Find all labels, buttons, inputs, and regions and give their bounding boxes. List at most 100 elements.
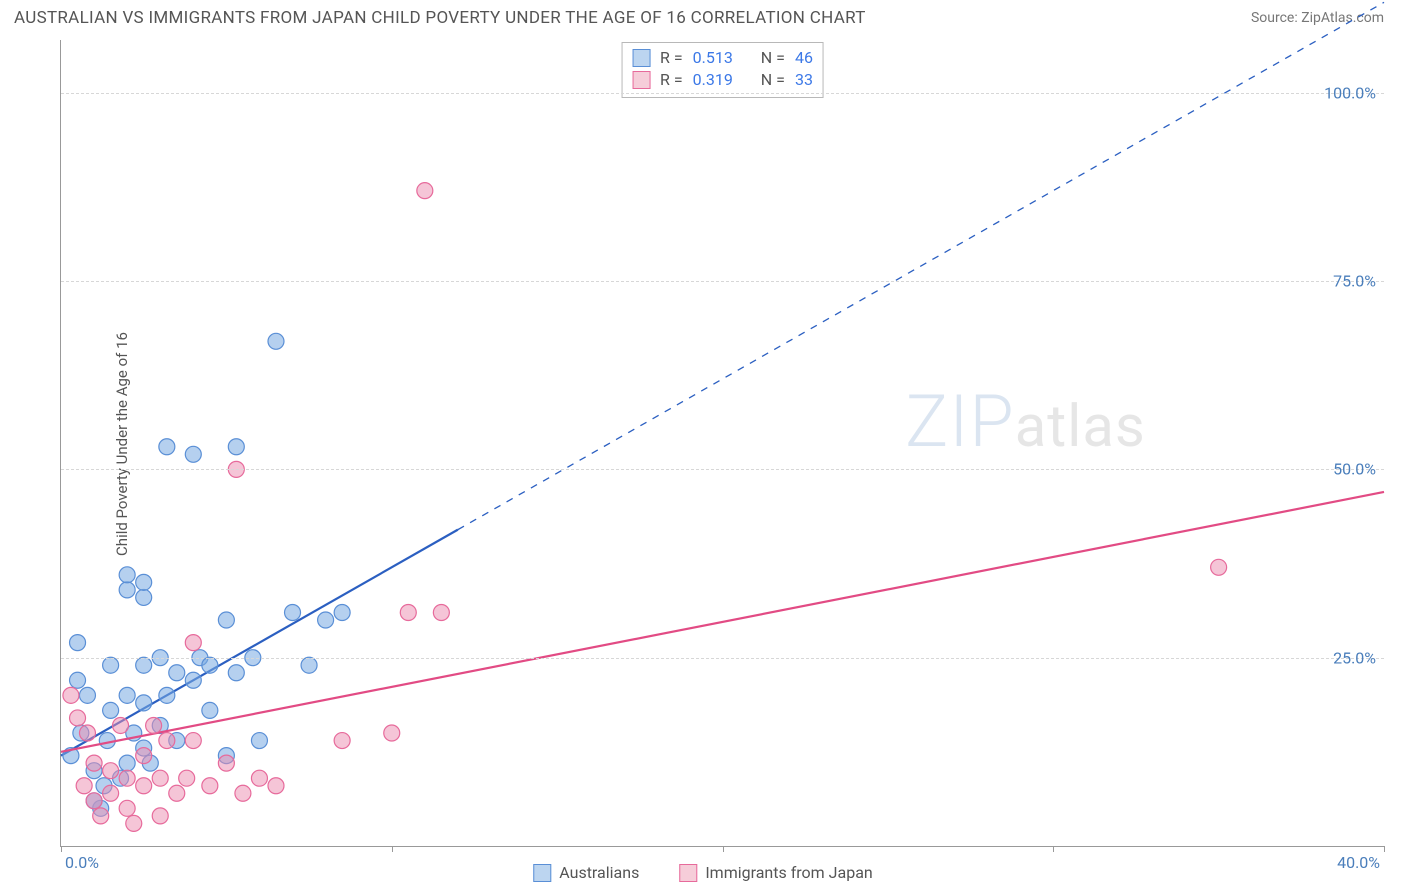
data-point [79,687,95,703]
data-point [185,635,201,651]
data-point [103,657,119,673]
data-point [70,710,86,726]
legend-b-label: Immigrants from Japan [705,863,872,882]
chart-title: AUSTRALIAN VS IMMIGRANTS FROM JAPAN CHIL… [14,8,866,28]
data-point [185,733,201,749]
data-point [159,439,175,455]
y-tick-label: 100.0% [1324,83,1376,102]
x-tick [1384,846,1385,852]
regression-line-extrapolated [458,2,1384,529]
n-label: N = [761,47,785,69]
x-axis-max-label: 40.0% [1337,853,1380,872]
gridline [61,658,1384,659]
data-point [79,725,95,741]
r-label: R = [660,69,683,91]
data-point [1211,559,1227,575]
data-point [136,695,152,711]
y-tick-label: 25.0% [1333,648,1376,667]
data-point [136,589,152,605]
data-point [285,604,301,620]
data-point [301,657,317,673]
series-b-n: 33 [795,69,813,91]
data-point [113,717,129,733]
data-point [119,770,135,786]
data-point [202,778,218,794]
legend-a-swatch [533,864,551,882]
data-point [86,755,102,771]
data-point [136,778,152,794]
series-a-n: 46 [795,47,813,69]
correlation-legend: R = 0.513 N = 46 R = 0.319 N = 33 [621,42,824,98]
data-point [86,793,102,809]
data-point [152,808,168,824]
data-point [136,748,152,764]
data-point [228,665,244,681]
data-point [417,183,433,199]
scatter-plot-svg [61,40,1384,846]
data-point [103,785,119,801]
data-point [334,733,350,749]
data-point [103,702,119,718]
data-point [334,604,350,620]
source-label: Source: ZipAtlas.com [1251,10,1384,26]
data-point [218,612,234,628]
data-point [235,785,251,801]
data-point [384,725,400,741]
data-point [433,604,449,620]
data-point [159,687,175,703]
y-tick-label: 50.0% [1333,460,1376,479]
legend-a-swatch [632,49,650,67]
data-point [93,808,109,824]
gridline [61,469,1384,470]
data-point [136,574,152,590]
gridline [61,93,1384,94]
data-point [119,567,135,583]
x-tick [392,846,393,852]
series-b-r: 0.319 [693,69,733,91]
data-point [400,604,416,620]
data-point [119,687,135,703]
data-point [179,770,195,786]
series-a-r: 0.513 [693,47,733,69]
data-point [76,778,92,794]
x-tick [61,846,62,852]
data-point [119,582,135,598]
data-point [146,717,162,733]
legend-b-swatch [632,71,650,89]
regression-line [61,492,1384,752]
data-point [185,672,201,688]
data-point [126,815,142,831]
data-point [169,665,185,681]
legend-a-label: Australians [559,863,639,882]
data-point [251,770,267,786]
data-point [70,635,86,651]
x-tick [1053,846,1054,852]
data-point [159,733,175,749]
x-tick [723,846,724,852]
data-point [136,657,152,673]
n-label: N = [761,69,785,91]
data-point [251,733,267,749]
series-legend: Australians Immigrants from Japan [533,863,872,882]
gridline [61,281,1384,282]
data-point [228,439,244,455]
data-point [70,672,86,688]
data-point [185,446,201,462]
data-point [103,763,119,779]
r-label: R = [660,47,683,69]
data-point [63,687,79,703]
data-point [268,333,284,349]
legend-b-swatch [679,864,697,882]
chart-area: ZIPatlas R = 0.513 N = 46 R = 0.319 N = … [60,40,1384,847]
data-point [268,778,284,794]
data-point [218,755,234,771]
y-tick-label: 75.0% [1333,272,1376,291]
x-axis-min-label: 0.0% [65,853,99,872]
data-point [318,612,334,628]
data-point [152,770,168,786]
data-point [202,657,218,673]
data-point [119,800,135,816]
data-point [169,785,185,801]
data-point [119,755,135,771]
data-point [202,702,218,718]
